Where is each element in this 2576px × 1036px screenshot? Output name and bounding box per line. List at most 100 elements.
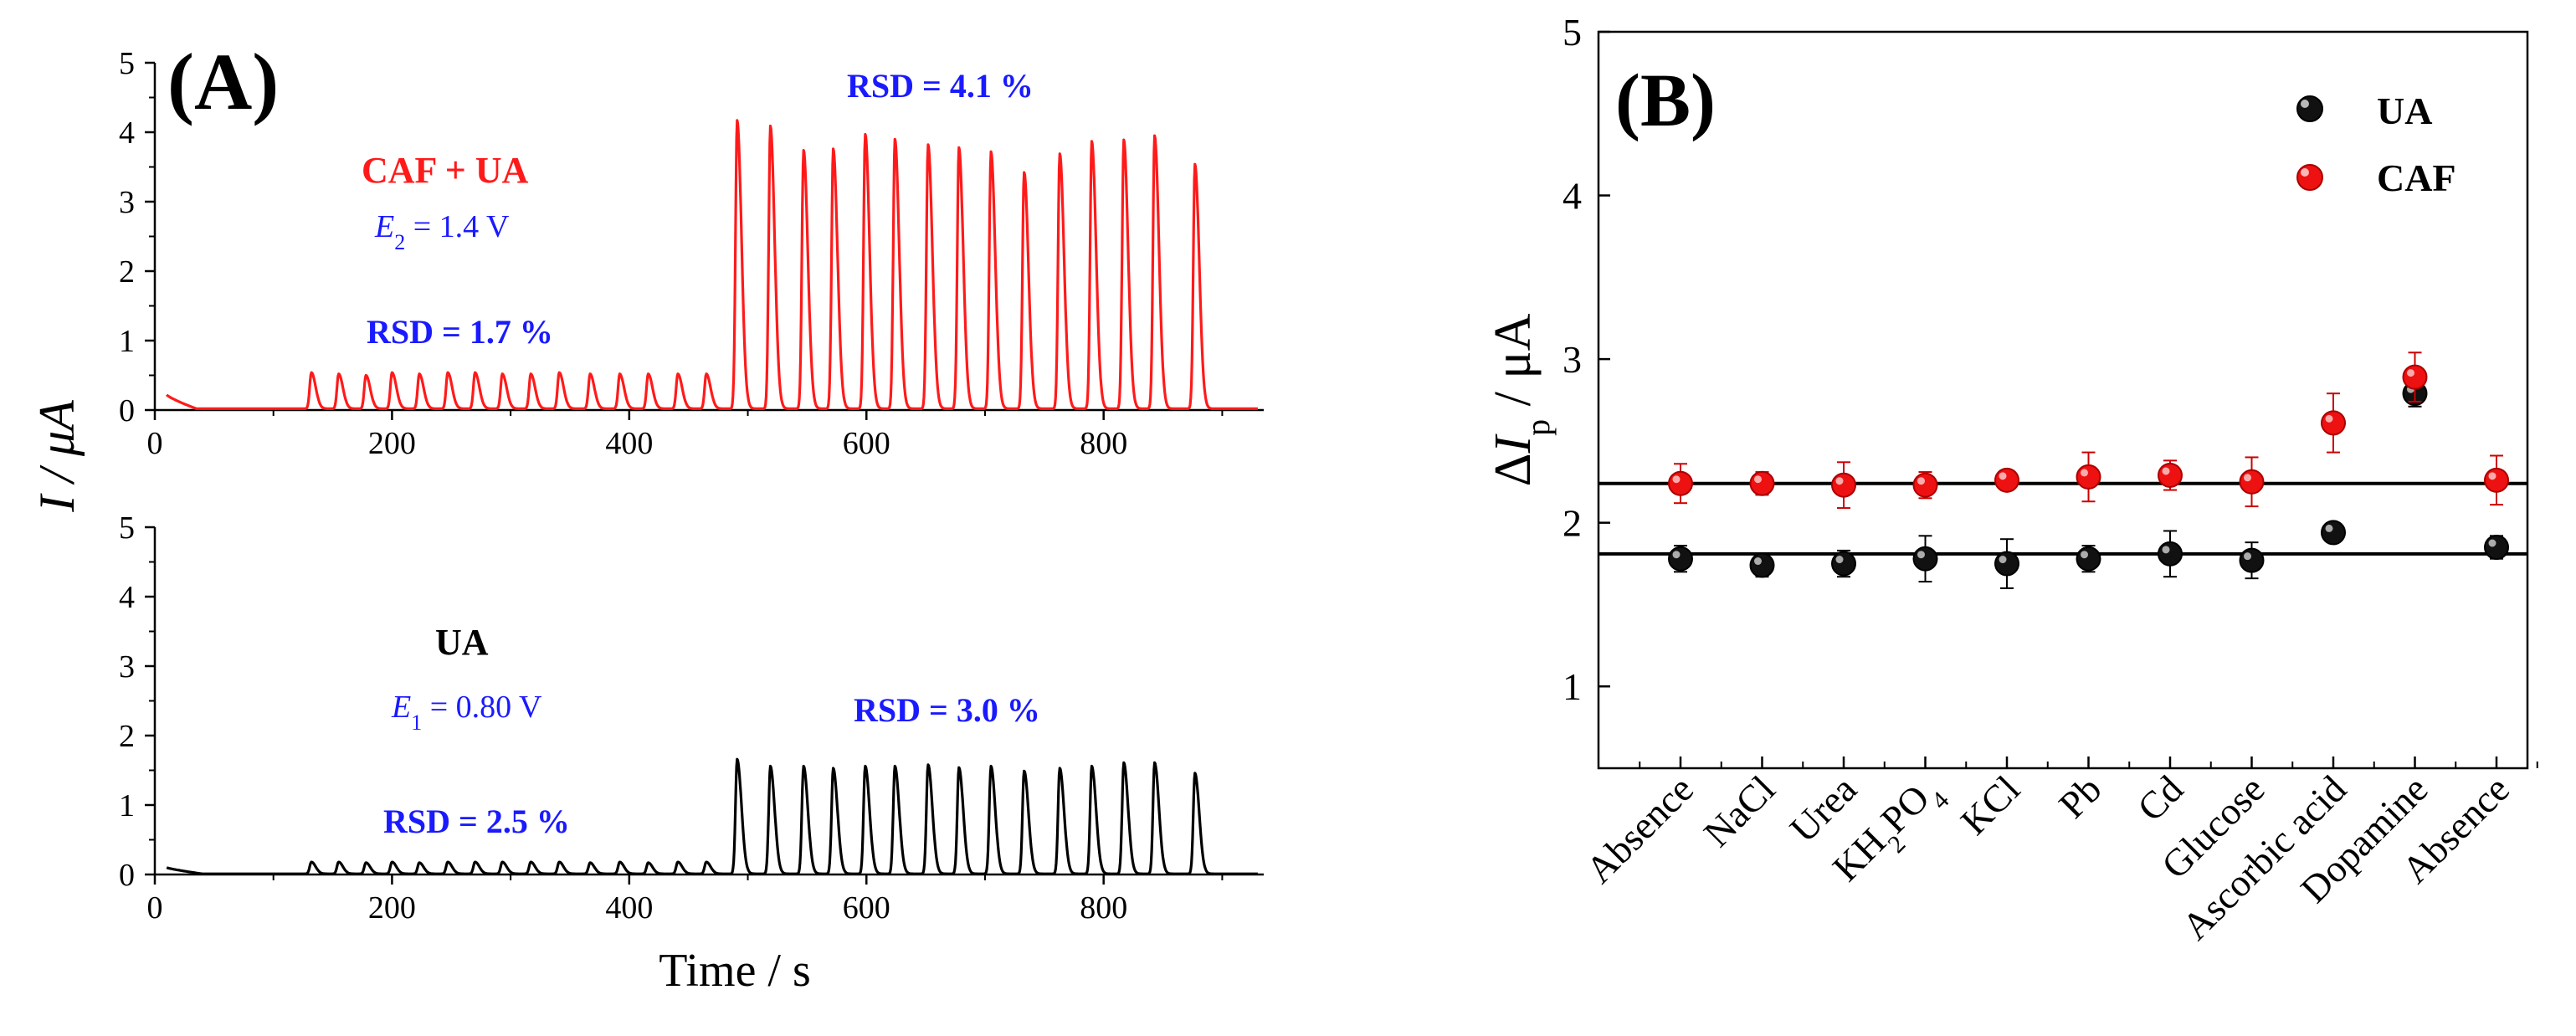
b-point-caf xyxy=(2076,464,2101,490)
bottom-y-tick-label: 0 xyxy=(119,858,135,893)
panel-a-y-axis-title: I / μA xyxy=(29,400,85,513)
b-point-caf xyxy=(1668,470,1693,496)
b-point-highlight-caf xyxy=(1999,472,2007,480)
top-y-tick-label: 2 xyxy=(119,254,135,290)
b-point-highlight-caf xyxy=(2488,472,2496,480)
top-x-tick-label: 400 xyxy=(605,426,653,461)
panel-b-y-axis-title: ΔIp / μA xyxy=(1485,313,1557,486)
top-y-tick-label: 5 xyxy=(119,46,135,81)
b-point-ua xyxy=(1668,546,1693,572)
rsd-top-high: RSD = 4.1 % xyxy=(847,67,1034,105)
b-point-highlight-ua xyxy=(2162,546,2170,554)
bottom-y-tick-label: 5 xyxy=(119,510,135,546)
b-point-caf xyxy=(2321,410,2346,436)
bottom-y-tick-label: 2 xyxy=(119,719,135,754)
bottom-y-tick-label: 1 xyxy=(119,788,135,823)
b-point-highlight-caf xyxy=(2325,414,2333,423)
top-x-tick-label: 200 xyxy=(368,426,416,461)
b-point-highlight-caf xyxy=(2407,369,2414,377)
y-title-i: I xyxy=(1485,433,1542,454)
legend-caf-label: CAF xyxy=(2377,156,2456,199)
b-point-highlight-ua xyxy=(1999,556,2007,564)
b-point-ua xyxy=(2076,546,2101,572)
top-trace xyxy=(165,119,1259,410)
b-point-caf xyxy=(2402,364,2428,390)
top-x-tick-label: 0 xyxy=(147,426,163,461)
b-y-tick-label: 2 xyxy=(1563,502,1582,545)
b-y-tick-label: 1 xyxy=(1563,665,1582,708)
b-y-tick-label: 3 xyxy=(1563,338,1582,381)
e2-symbol: E xyxy=(374,209,394,244)
b-category-label: Absence xyxy=(1578,767,1701,891)
b-point-caf xyxy=(1912,472,1938,498)
panel-a-top-plot: 0 1 2 3 4 5 0 200 400 600 800 xyxy=(119,46,1264,461)
ua-label: UA xyxy=(435,622,489,663)
top-y-tick-label: 0 xyxy=(119,393,135,428)
b-point-ua xyxy=(1994,551,2019,577)
rsd-bottom-low: RSD = 2.5 % xyxy=(383,803,570,840)
b-point-highlight-caf xyxy=(1835,477,1844,485)
y-title-delta: Δ xyxy=(1485,454,1542,487)
legend-caf-marker xyxy=(2296,164,2323,191)
b-kh2po4-part: PO xyxy=(1872,777,1937,842)
legend-ua-label: UA xyxy=(2377,90,2432,132)
bottom-y-tick-label: 3 xyxy=(119,649,135,685)
b-point-highlight-caf xyxy=(2081,469,2088,477)
b-point-caf xyxy=(2239,469,2265,495)
b-point-highlight-ua xyxy=(2081,551,2088,559)
legend-ua-marker xyxy=(2296,95,2323,122)
bottom-x-tick-label: 400 xyxy=(605,890,653,926)
bottom-x-tick-label: 200 xyxy=(368,890,416,926)
b-category-label: Cd xyxy=(2129,767,2191,829)
y-title-sub: p xyxy=(1519,419,1557,436)
e1-subscript: 1 xyxy=(411,710,422,735)
panel-a-label: (A) xyxy=(167,37,279,126)
b-point-ua xyxy=(2321,520,2346,546)
legend: UA CAF xyxy=(2296,90,2456,199)
b-category-label: KCl xyxy=(1953,767,2028,843)
b-point-ua xyxy=(1912,546,1938,572)
b-point-highlight-caf xyxy=(2162,467,2170,475)
bottom-x-tick-label: 600 xyxy=(843,890,890,926)
b-point-highlight-ua xyxy=(1754,557,1762,566)
b-point-highlight-caf xyxy=(1754,475,1762,484)
b-point-highlight-ua xyxy=(2325,524,2333,532)
bottom-x-tick-label: 800 xyxy=(1080,890,1127,926)
b-point-highlight-caf xyxy=(1917,477,1925,485)
bottom-trace xyxy=(166,757,1259,875)
b-point-ua xyxy=(2484,535,2509,560)
b-kh2po4-part: KH xyxy=(1824,820,1894,890)
b-point-highlight-caf xyxy=(2244,474,2251,482)
top-x-tick-label: 600 xyxy=(843,426,890,461)
e1-symbol: E xyxy=(391,690,411,725)
b-point-highlight-ua xyxy=(2488,539,2496,547)
b-point-caf xyxy=(2484,467,2509,493)
b-point-caf xyxy=(1749,470,1775,496)
legend-caf-marker-highlight xyxy=(2301,168,2309,177)
b-point-highlight-ua xyxy=(1672,551,1681,559)
b-point-caf xyxy=(1994,467,2019,493)
b-point-highlight-ua xyxy=(1835,556,1844,564)
b-point-ua xyxy=(1749,552,1775,578)
top-y-tick-label: 1 xyxy=(119,324,135,359)
b-point-highlight-caf xyxy=(1672,475,1681,484)
b-y-tick-label: 5 xyxy=(1563,11,1582,54)
e1-value: = 0.80 V xyxy=(422,690,542,725)
caf-ua-label: CAF + UA xyxy=(362,150,529,191)
top-y-tick-label: 4 xyxy=(119,115,135,151)
panel-b-label: (B) xyxy=(1615,59,1716,142)
panel-a-x-axis-title: Time / s xyxy=(659,945,811,997)
b-point-ua xyxy=(1831,551,1856,577)
b-point-highlight-ua xyxy=(1917,551,1925,559)
panel-b-frame xyxy=(1597,30,2529,770)
b-point-caf xyxy=(2158,462,2183,488)
e2-subscript: 2 xyxy=(394,230,405,254)
b-point-ua xyxy=(2158,541,2183,567)
e1-potential-label: E1 = 0.80 V xyxy=(391,690,542,735)
bottom-x-tick-label: 0 xyxy=(147,890,163,926)
b-category-label: Pb xyxy=(2050,767,2109,826)
b-y-tick-label: 4 xyxy=(1563,175,1582,218)
